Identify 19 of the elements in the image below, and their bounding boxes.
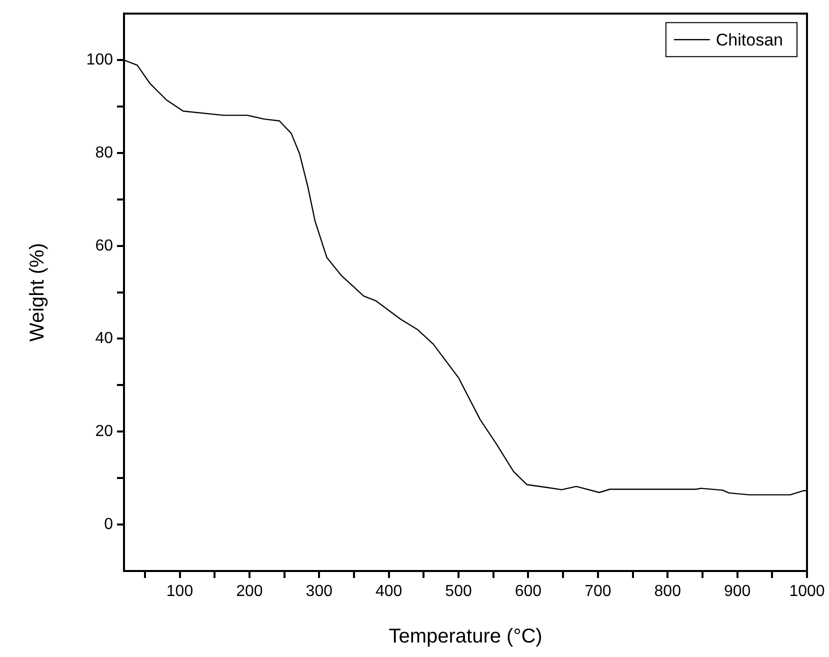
x-tick-label: 800	[654, 583, 682, 600]
x-tick-label: 1000	[789, 583, 825, 600]
x-tick-label: 900	[724, 583, 751, 600]
y-tick-label: 0	[104, 516, 114, 533]
y-tick-label: 80	[95, 144, 114, 162]
legend-label: Chitosan	[716, 30, 784, 50]
x-tick-label: 300	[306, 583, 333, 600]
x-tick-label: 600	[514, 583, 542, 600]
x-tick-label: 100	[166, 583, 194, 600]
x-tick-label: 200	[236, 583, 263, 600]
x-tick-label: 700	[584, 583, 612, 600]
y-tick-label: 40	[95, 330, 114, 348]
x-tick-label: 400	[375, 583, 402, 600]
y-tick-label: 20	[95, 423, 114, 440]
y-tick-label: 100	[86, 51, 114, 68]
y-axis-title: Weight (%)	[26, 243, 49, 342]
x-axis-title: Temperature (°C)	[388, 626, 542, 648]
y-tick-label: 60	[95, 237, 114, 254]
x-tick-label: 500	[445, 583, 472, 600]
